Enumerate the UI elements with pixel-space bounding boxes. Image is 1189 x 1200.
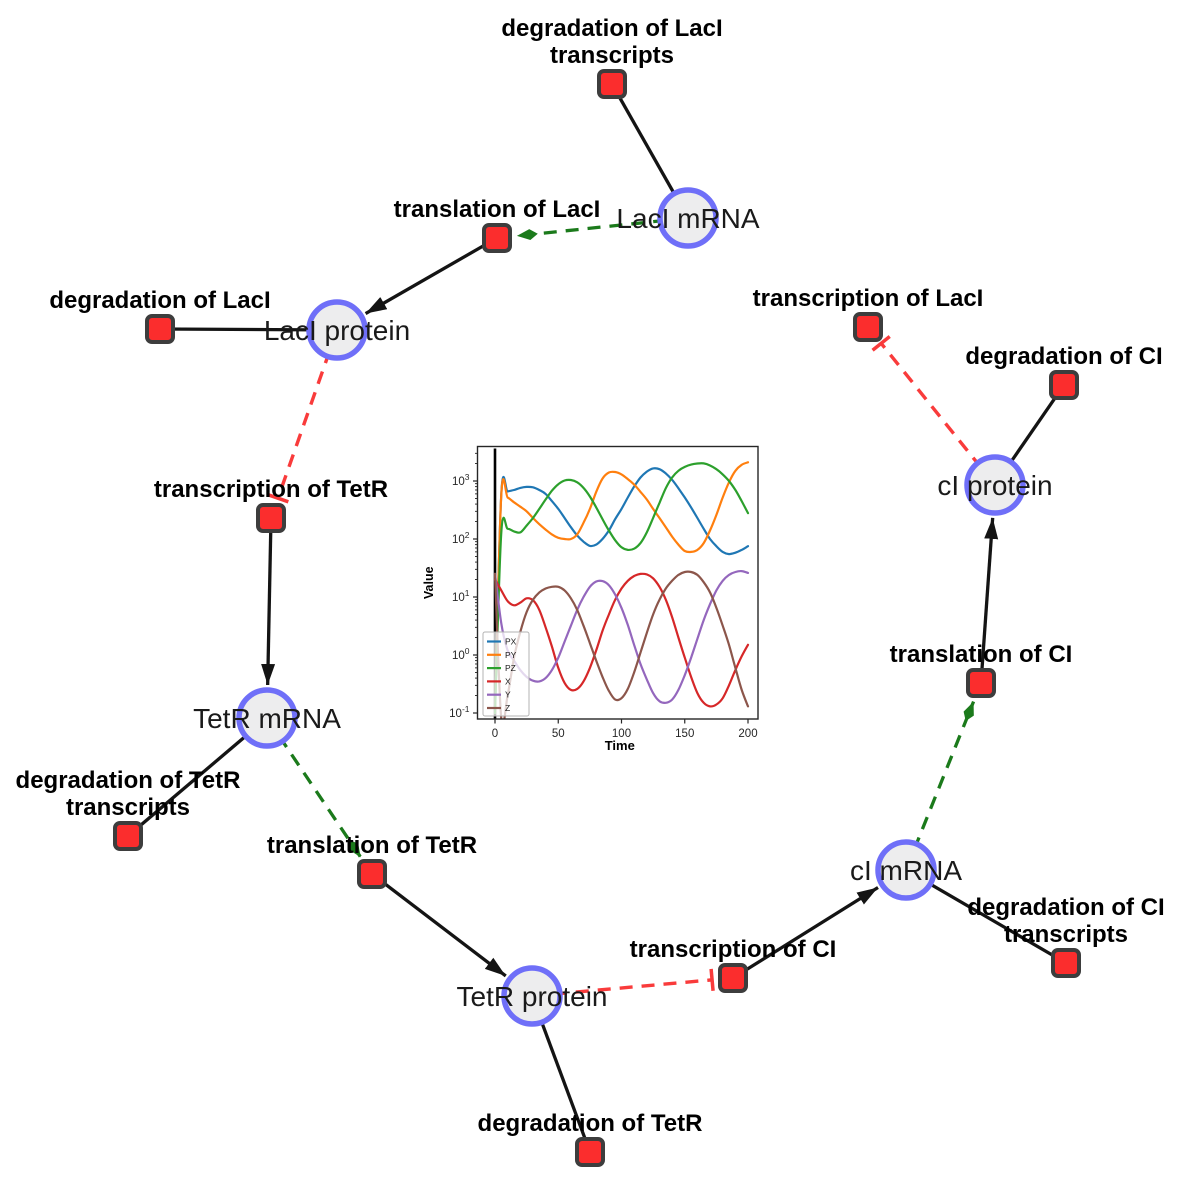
edge-production-transl-ci-to-ci-protein[interactable] [979,517,999,684]
reaction-node-deg-laci[interactable] [145,314,175,344]
species-node-laci-protein[interactable] [306,299,368,361]
chart-series-z [493,570,750,719]
legend-label-px: PX [505,637,517,647]
reaction-label-transl-laci-line1: translation of LacI [394,196,601,223]
species-node-tetr-protein[interactable] [501,965,563,1027]
labels-layer: LacI mRNA LacI protein TetR mRNA TetR prote… [16,15,1165,1137]
species-node-tetr-mrna[interactable] [236,687,298,749]
legend-label-x: X [505,676,511,686]
reaction-label-transl-tetr-line1: translation of TetR [267,832,477,859]
edge-production-transl-tetr-to-tetr-protein[interactable] [370,872,507,978]
reaction-label-deg-ci-tx-line2: transcripts [1004,921,1128,948]
reaction-node-deg-ci[interactable] [1049,370,1079,400]
reaction-node-tx-laci[interactable] [853,312,883,342]
reaction-node-deg-tetr[interactable] [575,1137,605,1167]
chart-ytick-label: 103 [452,472,470,488]
reaction-label-deg-tetr-tx-line1: degradation of TetR [16,767,241,794]
reaction-label-transl-ci-line1: translation of CI [890,641,1073,668]
edge-production-transl-laci-to-laci-protein[interactable] [364,236,498,315]
species-label-ci-protein: cI protein [937,470,1052,501]
chart-series-px [493,467,750,715]
edge-production-tx-tetr-to-tetr-mrna[interactable] [261,517,276,686]
reaction-node-transl-ci[interactable] [966,668,996,698]
chart-series-pz [493,462,750,715]
reaction-node-tx-ci[interactable] [718,963,748,993]
chart-xtick-label: 200 [738,728,757,740]
reaction-node-tx-tetr[interactable] [256,503,286,533]
species-label-ci-mrna: cI mRNA [850,855,962,886]
species-node-ci-mrna[interactable] [875,839,937,901]
reaction-label-deg-ci-tx-line1: degradation of CI [967,894,1164,921]
edge-production-tx-ci-to-ci-mrna[interactable] [732,886,879,980]
species-label-tetr-mrna: TetR mRNA [193,703,341,734]
reaction-label-tx-laci-line1: transcription of LacI [753,285,984,312]
chart-series-x [493,572,750,708]
reaction-label-deg-tetr-tx-line2: transcripts [66,794,190,821]
chart-series-y [493,569,750,704]
reaction-node-transl-laci[interactable] [482,223,512,253]
reaction-label-deg-laci-line1: degradation of LacI [49,287,270,314]
species-label-laci-protein: LacI protein [264,315,410,346]
chart-axis-ticks [473,452,749,724]
chart-ylabel: Value [422,566,436,599]
reaction-label-deg-laci-tx-line2: transcripts [550,42,674,69]
legend-label-pz: PZ [505,663,516,673]
species-node-ci-protein[interactable] [964,454,1026,516]
species-node-laci-mrna[interactable] [657,187,719,249]
chart-xtick-label: 0 [492,728,498,740]
reaction-node-deg-ci-tx[interactable] [1051,948,1081,978]
reaction-label-tx-ci-line1: transcription of CI [630,936,837,963]
legend-label-y: Y [505,690,511,700]
nodes-layer [113,69,1081,1167]
edge-plain-ci-mrna-to-deg-ci-tx[interactable] [905,868,1067,965]
reaction-label-deg-laci-tx-line1: degradation of LacI [501,15,722,42]
chart-legend: PX PY PZ XYZ [482,631,530,717]
chart-ytick-label: 101 [452,588,470,604]
legend-label-py: PY [505,650,517,660]
reaction-label-deg-tetr-line1: degradation of TetR [478,1110,703,1137]
reaction-label-deg-ci-line1: degradation of CI [965,343,1162,370]
reaction-label-tx-tetr-line1: transcription of TetR [154,476,388,503]
chart-ytick-label: 10-1 [449,704,470,720]
chart-xlabel: Time [605,738,635,753]
chart-spines [476,445,759,720]
chart-xtick-label: 50 [552,728,565,740]
chart-xtick-label: 150 [675,728,694,740]
reaction-node-transl-tetr[interactable] [357,859,387,889]
species-label-laci-mrna: LacI mRNA [616,203,759,234]
legend-label-z: Z [505,703,510,713]
reaction-node-deg-laci-tx[interactable] [597,69,627,99]
chart-ytick-label: 102 [452,530,470,546]
species-label-tetr-protein: TetR protein [457,981,608,1012]
chart-xtick-label: 100 [612,728,631,740]
reaction-node-deg-tetr-tx[interactable] [113,821,143,851]
chart-ytick-label: 100 [452,646,470,662]
